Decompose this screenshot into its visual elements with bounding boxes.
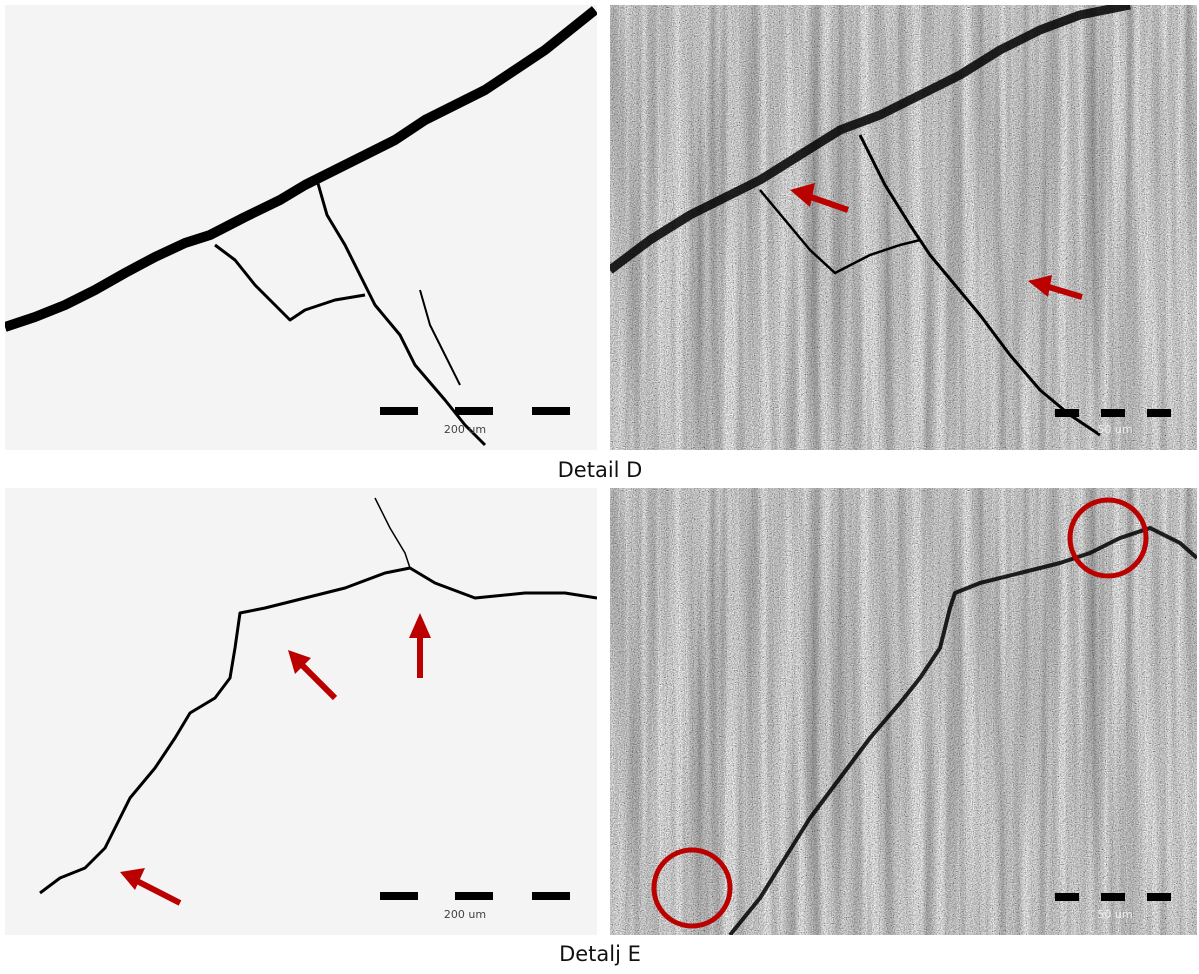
scale-label: 200 um	[444, 423, 486, 436]
micrograph: 50 um	[610, 488, 1197, 935]
scale-label: 50 um	[1097, 908, 1132, 921]
scale-label: 200 um	[444, 908, 486, 921]
micrograph: 200 um	[5, 5, 597, 450]
caption: Detalj E	[559, 942, 641, 966]
micrograph: 50 um	[610, 5, 1197, 450]
caption: Detail D	[557, 458, 643, 482]
micrograph: 200 um	[5, 488, 597, 935]
scale-label: 50 um	[1097, 423, 1132, 436]
